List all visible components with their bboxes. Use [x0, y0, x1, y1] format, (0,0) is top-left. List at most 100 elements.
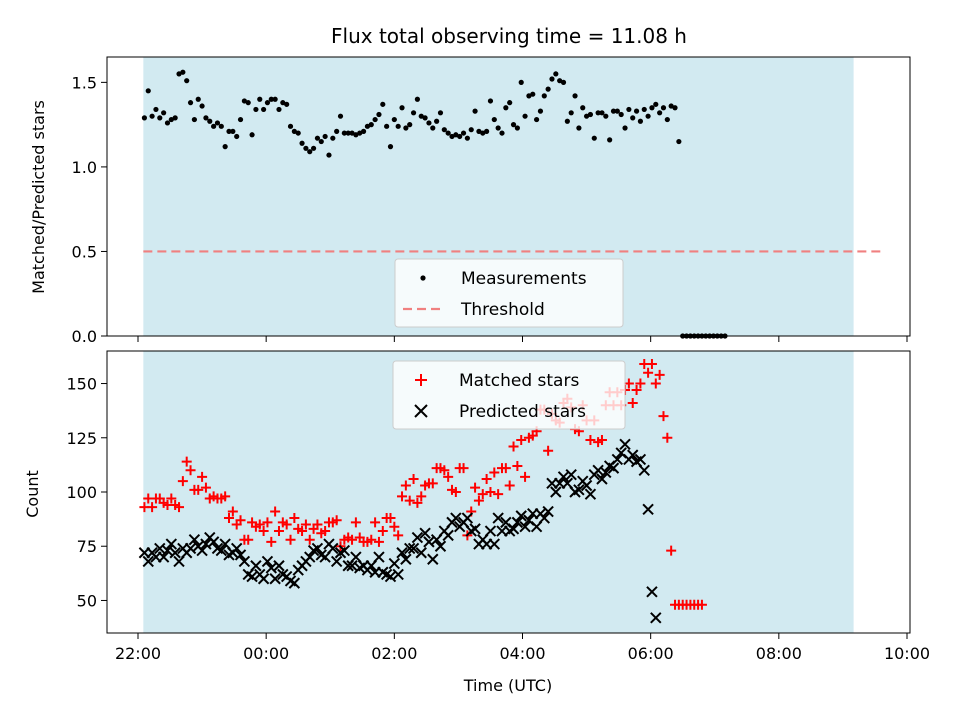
data-point — [650, 612, 662, 624]
data-point — [404, 542, 416, 555]
data-point — [322, 133, 328, 140]
data-point — [672, 105, 678, 111]
data-point — [643, 367, 654, 378]
data-point — [484, 525, 497, 537]
data-point — [457, 133, 463, 140]
data-point — [223, 513, 234, 524]
data-point — [610, 108, 617, 114]
data-point — [347, 534, 358, 545]
data-point — [272, 96, 278, 102]
data-point — [261, 106, 267, 113]
data-point — [262, 517, 273, 528]
data-point — [303, 145, 309, 151]
data-point — [512, 460, 523, 471]
data-point — [372, 116, 378, 123]
data-point — [257, 96, 263, 102]
data-point — [295, 130, 301, 136]
data-point — [458, 463, 469, 474]
data-point — [504, 480, 515, 491]
data-point — [664, 116, 670, 123]
data-point — [599, 110, 605, 116]
data-point — [243, 534, 254, 545]
data-point — [410, 110, 417, 116]
x-tick-label: 02:00 — [371, 644, 417, 663]
data-point — [503, 105, 509, 111]
y-tick-label: 0.5 — [72, 242, 97, 261]
data-point — [676, 138, 682, 145]
data-point — [635, 378, 646, 389]
data-point — [645, 113, 651, 119]
data-point — [172, 115, 178, 121]
data-point — [392, 568, 404, 581]
data-point — [595, 110, 601, 116]
data-point — [147, 502, 158, 513]
data-point — [538, 512, 550, 524]
legend-marker — [414, 404, 428, 418]
data-point — [416, 491, 427, 502]
data-point — [218, 123, 224, 129]
data-point — [470, 482, 481, 493]
data-point — [320, 526, 331, 537]
data-point — [427, 478, 438, 489]
data-point — [649, 105, 655, 111]
x-tick-label: 06:00 — [628, 644, 674, 663]
data-point — [237, 116, 244, 123]
data-point — [530, 91, 536, 97]
data-point — [385, 513, 396, 524]
data-point — [360, 128, 367, 134]
data-point — [403, 125, 409, 131]
data-point — [634, 453, 647, 466]
plot-frame — [106, 56, 911, 337]
data-point — [630, 115, 636, 121]
data-point — [299, 140, 305, 146]
data-point — [234, 549, 247, 561]
data-point — [500, 463, 511, 474]
data-point — [520, 471, 531, 482]
data-point — [141, 115, 148, 121]
data-point — [658, 411, 669, 422]
data-point — [585, 434, 596, 445]
data-point — [391, 116, 397, 123]
y-tick-label: 125 — [66, 429, 97, 448]
data-point — [169, 547, 181, 559]
data-point — [145, 88, 151, 94]
data-point — [623, 378, 634, 389]
data-point — [199, 103, 205, 109]
data-point — [642, 503, 654, 516]
data-point — [258, 526, 269, 537]
data-point — [477, 489, 488, 500]
data-point — [662, 432, 673, 443]
top-y-axis-label: Matched/Predicted stars — [29, 100, 48, 294]
data-point — [195, 96, 201, 102]
data-point — [487, 98, 494, 104]
data-point — [638, 464, 650, 477]
y-tick-label: 1.5 — [72, 73, 97, 92]
data-point — [653, 101, 659, 107]
y-tick-label: 0.0 — [72, 327, 97, 346]
data-point — [254, 519, 265, 530]
data-point — [341, 130, 347, 136]
data-point — [666, 545, 677, 556]
data-point — [516, 434, 527, 445]
data-point — [284, 101, 290, 107]
data-point — [157, 115, 163, 121]
y-tick-label: 1.0 — [72, 158, 97, 177]
data-point — [434, 118, 440, 124]
data-point — [650, 378, 661, 389]
data-point — [437, 110, 444, 116]
data-point — [646, 359, 657, 370]
data-point — [187, 100, 194, 106]
data-point — [584, 488, 597, 500]
series-predicted-stars — [138, 438, 662, 624]
data-point — [327, 542, 339, 555]
data-point — [387, 144, 394, 150]
data-point — [373, 536, 384, 547]
data-point — [514, 125, 520, 131]
x-tick-label: 22:00 — [115, 644, 161, 663]
data-point — [338, 544, 351, 557]
data-point — [153, 106, 159, 113]
legend-box — [392, 360, 626, 430]
data-point — [234, 133, 240, 140]
data-point — [388, 557, 401, 570]
data-point — [488, 538, 501, 550]
